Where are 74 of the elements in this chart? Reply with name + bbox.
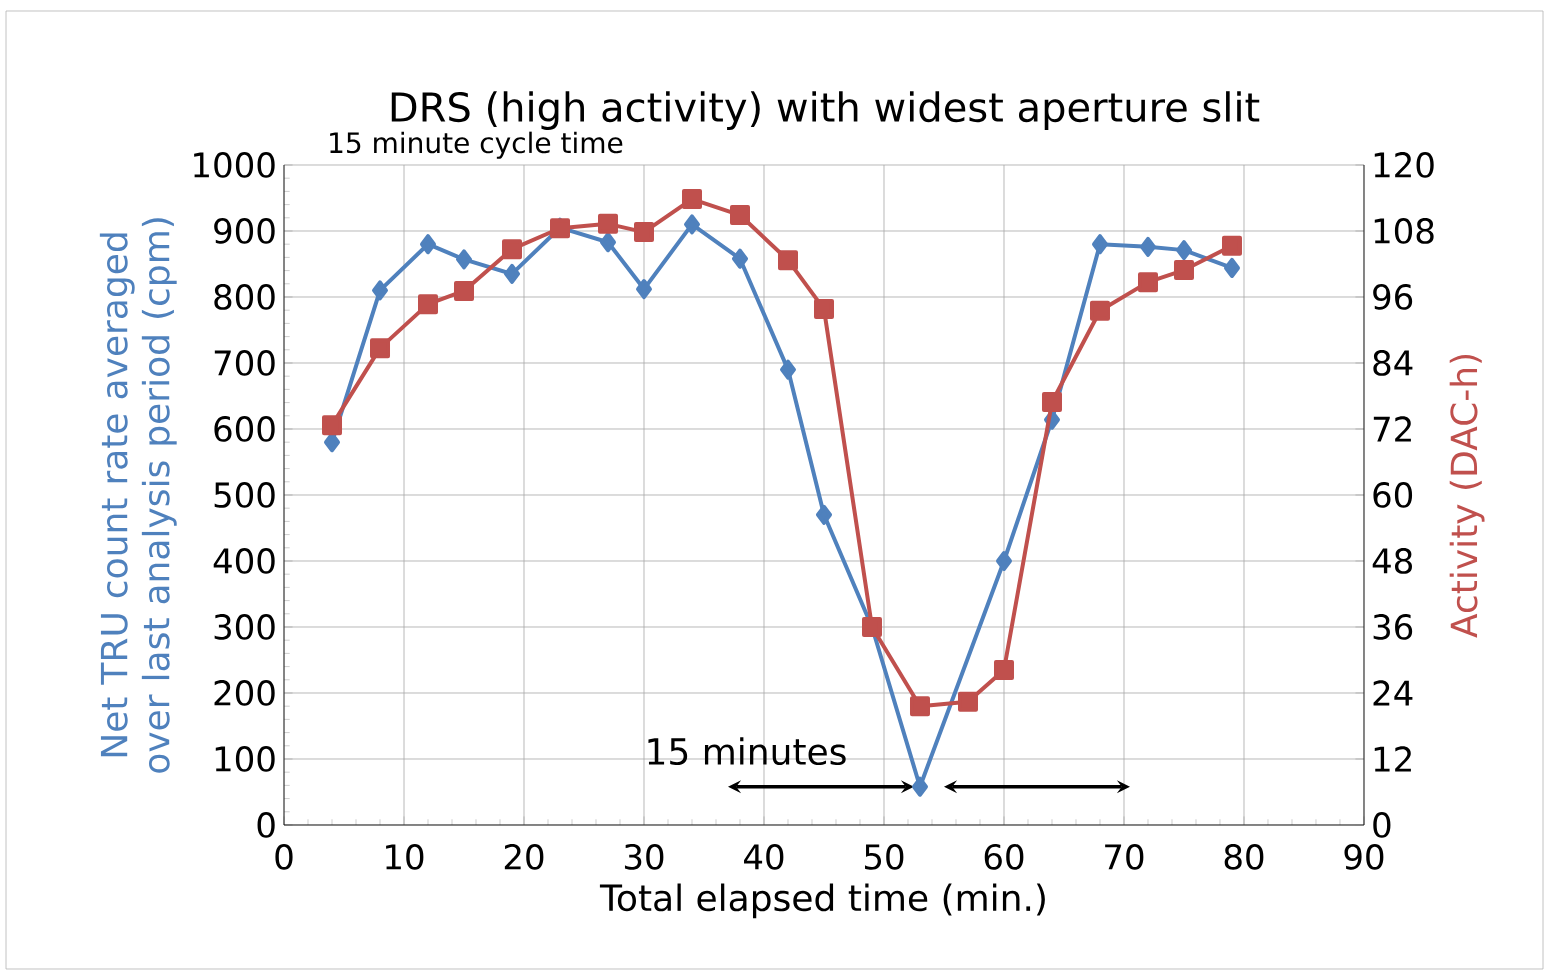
y2-tick-label: 72 [1373, 416, 1411, 442]
y-tick-label: 200 [214, 680, 275, 706]
point [909, 696, 930, 717]
y2-tick-label: 24 [1373, 680, 1413, 706]
point [1089, 300, 1110, 321]
x-tick-label: 10 [386, 844, 424, 870]
point [682, 189, 702, 210]
y2-tick-label: 96 [1373, 284, 1413, 310]
y2-tick-label: 120 [1374, 152, 1434, 178]
text: 15 minute cycle time [330, 131, 623, 159]
point [816, 504, 832, 525]
x-tick-label: 20 [504, 844, 544, 870]
y-tick-label: 0 [257, 812, 275, 838]
y-tick-label: 600 [214, 416, 275, 442]
y2-tick-label: 36 [1373, 614, 1413, 640]
point [634, 222, 654, 243]
point [370, 338, 391, 359]
annotation: 15 minutes [648, 737, 846, 766]
y-tick-label: 900 [214, 218, 275, 244]
x-tick-label: 50 [865, 844, 904, 870]
point [504, 263, 520, 284]
x-axis-title: Total elapsed time (min.) [599, 883, 1045, 919]
point [778, 250, 798, 271]
y-tick-label: 400 [213, 548, 275, 574]
point [684, 214, 700, 235]
point [1091, 234, 1108, 255]
point [1041, 392, 1062, 413]
point [732, 248, 748, 269]
point [995, 550, 1012, 571]
y-tick-label: 700 [214, 350, 275, 376]
x-tick-label: 30 [624, 844, 664, 870]
point [636, 279, 652, 300]
point [1139, 236, 1156, 257]
point [1175, 240, 1192, 261]
y2-tick-label: 108 [1374, 218, 1434, 244]
y-tick-label: 300 [214, 614, 275, 640]
point [420, 234, 437, 255]
y2-tick-label: 60 [1373, 482, 1413, 508]
point [1221, 235, 1242, 256]
point [730, 205, 750, 226]
chart-title: DRS (high activity) with widest aperture slit [391, 91, 1260, 130]
y-tick-label: 800 [214, 284, 275, 310]
point [957, 691, 978, 712]
point [322, 415, 343, 436]
y2-tick-label: 48 [1372, 548, 1412, 574]
x-tick-label: 0 [275, 844, 293, 870]
point [911, 776, 928, 797]
y2-tick-label: 12 [1374, 746, 1411, 772]
point [418, 294, 439, 315]
point [1137, 272, 1158, 293]
y2-axis-title: Activity (DAC-h) [1449, 354, 1485, 638]
point [993, 659, 1014, 680]
x-tick-label: 40 [744, 844, 784, 870]
y-axis-title: Net TRU count rate averaged over last analysis period (cpm) [99, 218, 177, 773]
y2-tick-label: 84 [1373, 350, 1413, 376]
x-tick-label: 60 [984, 844, 1024, 870]
y-tick-label: 1000 [194, 152, 275, 178]
y-tick-label: 100 [215, 746, 275, 772]
point [454, 280, 475, 301]
point [780, 359, 796, 380]
x-tick-label: 70 [1105, 844, 1144, 870]
y2-tick-label: 0 [1373, 812, 1391, 838]
x-tick-label: 90 [1344, 844, 1384, 870]
point [814, 299, 834, 320]
point [324, 432, 340, 453]
point [1173, 260, 1194, 281]
y-tick-label: 500 [214, 482, 275, 508]
point [1223, 257, 1240, 278]
point [372, 280, 389, 301]
x-tick-label: 80 [1224, 844, 1264, 870]
point [456, 249, 472, 270]
point [598, 213, 618, 234]
point [502, 239, 523, 260]
point [600, 232, 616, 253]
